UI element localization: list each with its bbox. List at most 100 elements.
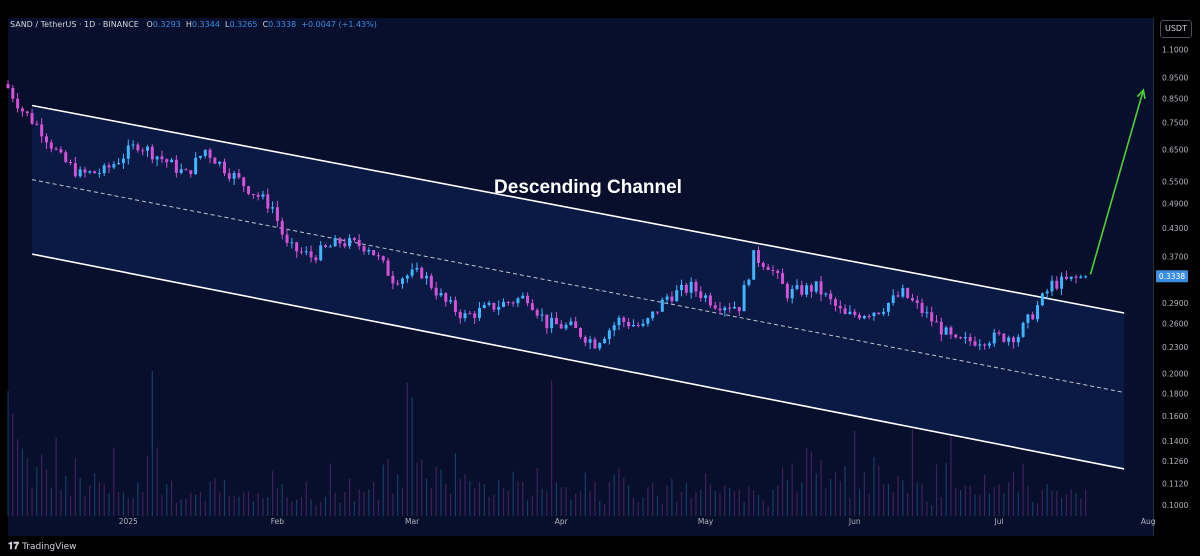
volume-bar [228,496,230,516]
candle-up [439,293,443,296]
candle-down [227,173,231,179]
currency-button[interactable]: USDT [1160,20,1192,38]
symbol-label[interactable]: SAND / TetherUS · 1D · BINANCE [10,20,139,29]
candle-down [444,293,448,302]
volume-bar [315,505,317,516]
volume-bar [522,481,524,516]
volume-bar [478,481,481,516]
volume-bar [772,489,774,516]
volume-bar [815,473,817,516]
volume-bar [700,489,702,516]
candle-down [708,295,712,306]
candle-down [242,177,246,187]
candle-up [689,281,693,293]
volume-bar [93,473,96,516]
candle-down [627,321,631,327]
candle-down [718,308,722,311]
volume-bar [430,488,432,516]
volume-bar [339,502,341,516]
candle-down [30,113,34,124]
volume-bar [709,483,711,516]
volume-bar [74,457,76,516]
candle-down [44,136,48,143]
volume-bar [1027,485,1029,516]
candle-down [920,302,924,314]
volume-bar [945,462,947,516]
volume-bar [887,483,889,516]
candle-up [665,296,669,300]
candle-up [1040,293,1044,306]
volume-bar [50,487,52,516]
volume-bar [579,491,582,516]
volume-bar [560,487,562,516]
volume-bar [421,459,423,516]
candle-up [680,284,684,291]
candle-down [324,245,328,247]
volume-bar [170,480,173,516]
volume-bar [704,473,707,516]
candle-down [309,251,313,258]
tradingview-brand[interactable]: 𝟏𝟕 TradingView [8,541,77,552]
candle-up [502,301,506,307]
volume-bar [103,484,105,516]
candle-down [35,123,39,125]
candle-down [420,267,424,279]
candle-up [1079,276,1083,278]
candle-up [824,293,828,295]
volume-bar [122,492,125,516]
footer-bar [0,536,1200,556]
volume-bar [156,447,158,516]
volume-bar [911,429,914,516]
volume-bar [445,484,447,516]
candle-down [376,255,380,257]
candle-down [54,148,58,150]
y-tick-labels: 1.25001.10000.95000.85000.75000.65000.55… [1156,21,1188,510]
open-value: 0.3293 [152,20,181,29]
candle-up [155,156,159,160]
y-tick-label: 0.3700 [1162,253,1188,262]
candle-up [944,327,948,335]
candle-down [59,149,63,153]
volume-bar [608,482,610,516]
brand-label: TradingView [22,541,77,552]
candle-up [126,145,130,159]
candle-up [882,311,886,314]
volume-bar [546,491,548,516]
candle-down [492,302,496,310]
volume-bar [286,497,288,516]
volume-bar [1003,493,1005,516]
volume-bar [26,458,28,516]
volume-bar [695,492,697,516]
candle-down [136,144,140,151]
candle-down [535,309,539,316]
candle-down [530,303,534,310]
candle-down [453,300,457,312]
candle-up [102,165,106,174]
volume-bar [401,487,404,516]
volume-bar [60,489,62,516]
volume-bar [416,462,418,516]
volume-bar [868,494,870,516]
volume-bar [175,502,177,516]
volume-bar [729,487,731,516]
volume-bar [796,492,798,516]
candle-up [631,324,635,327]
candle-down [853,311,857,315]
candle-down [73,163,77,177]
volume-bar [358,489,360,516]
x-tick-label: Jun [848,517,861,526]
volume-bar [536,468,538,516]
candle-down [251,194,255,196]
candle-up [170,159,174,163]
candle-down [906,287,910,299]
candle-down [280,220,284,235]
candle-up [194,157,198,174]
candle-up [271,207,275,209]
candle-down [526,295,530,304]
volume-bar [921,483,923,516]
volume-bar [276,487,279,516]
volume-bar [334,492,336,516]
volume-bar [296,499,298,516]
channel-lines [31,104,1125,470]
